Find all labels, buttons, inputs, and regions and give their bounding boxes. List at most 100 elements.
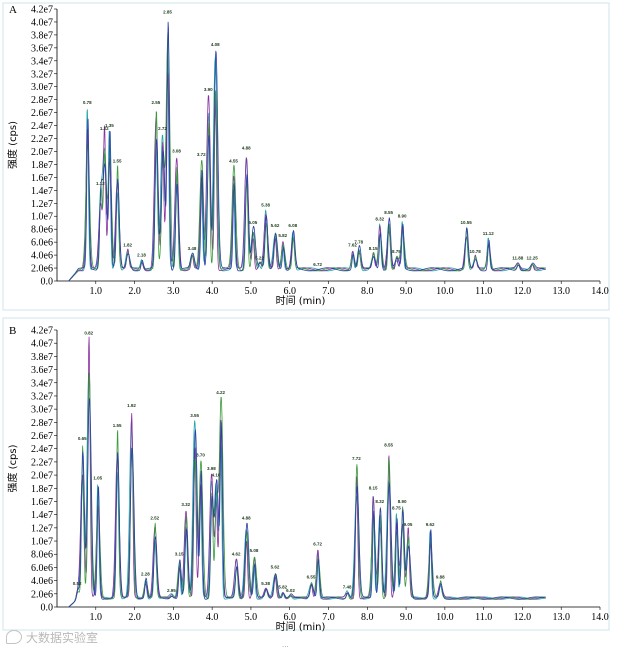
a-ytick-label: 2.4e7 <box>31 121 53 132</box>
b-ytick-label: 3.8e7 <box>31 352 53 363</box>
a-ytick-label: 2.2e7 <box>31 134 53 145</box>
a-peak-label: 1.22 <box>100 126 109 131</box>
a-ytick-label: 1.8e7 <box>31 160 53 171</box>
b-xtick-label: 9.0 <box>400 612 413 623</box>
a-peak-label: 1.12 <box>96 181 105 186</box>
panel-a-frame <box>2 2 610 311</box>
b-peak-label: 4.62 <box>232 552 241 557</box>
a-ytick-label: 3.6e7 <box>31 43 53 54</box>
b-peak-label: 3.15 <box>175 552 184 557</box>
a-peak-label: 6.72 <box>313 262 322 267</box>
a-peak-label: 5.62 <box>271 223 280 228</box>
b-xtick-label: 6.0 <box>283 612 296 623</box>
b-xtick-label: 1.0 <box>90 612 103 623</box>
a-xtick-label: 4.0 <box>206 286 219 297</box>
watermark: 大数据实验室 <box>4 628 124 646</box>
b-peak-label: 1.05 <box>93 476 102 481</box>
a-peak-label: 12.25 <box>526 256 538 261</box>
b-xtick-label: 4.0 <box>206 612 219 623</box>
b-ytick-label: 3.2e7 <box>31 391 53 402</box>
a-peak-label: 8.75 <box>392 249 401 254</box>
a-peak-label: 1.35 <box>105 123 114 128</box>
b-xtick-label: 10.0 <box>436 612 454 623</box>
b-peak-label: 5.82 <box>278 585 287 590</box>
a-ytick-label: 3.4e7 <box>31 56 53 67</box>
b-ytick-label: 2.6e7 <box>31 431 53 442</box>
b-ytick-label: 1.6e7 <box>31 497 53 508</box>
b-peak-label: 9.88 <box>436 575 445 580</box>
b-trace-2 <box>68 336 546 608</box>
a-peak-label: 2.85 <box>163 9 172 14</box>
a-ytick-label: 4.0e7 <box>31 17 53 28</box>
b-xtick-label: 12.0 <box>514 612 532 623</box>
a-peak-label: 10.78 <box>469 249 481 254</box>
a-xtick-label: 5.0 <box>245 286 258 297</box>
a-ytick-label: 6.0e6 <box>31 238 53 249</box>
a-peak-label: 6.08 <box>288 223 297 228</box>
a-peak-label: 7.62 <box>348 243 357 248</box>
a-ytick-label: 2.6e7 <box>31 108 53 119</box>
b-peak-label: 4.10 <box>212 472 221 477</box>
a-trace-1 <box>68 50 546 282</box>
a-peak-label: 2.18 <box>137 252 146 257</box>
b-peak-label: 9.05 <box>404 522 413 527</box>
b-ylabel: 强度 (cps) <box>6 444 19 492</box>
b-ytick-label: 4.0e7 <box>31 339 53 350</box>
a-peak-label: 4.55 <box>229 158 238 163</box>
a-peak-label: 11.88 <box>512 256 524 261</box>
a-peak-label: 1.55 <box>113 158 122 163</box>
b-ytick-label: 4.2e7 <box>31 326 53 337</box>
b-ytick-label: 2.0e6 <box>31 589 53 600</box>
a-peak-label: 3.48 <box>188 246 197 251</box>
a-peak-label: 5.82 <box>278 233 287 238</box>
a-xtick-label: 9.0 <box>400 286 413 297</box>
a-peak-label: 0.78 <box>83 100 92 105</box>
b-xtick-label: 3.0 <box>167 612 180 623</box>
b-peak-label: 7.72 <box>352 456 361 461</box>
b-peak-label: 3.32 <box>181 502 190 507</box>
a-trace-3 <box>68 31 546 282</box>
b-peak-label: 1.92 <box>127 403 136 408</box>
b-xtick-label: 13.0 <box>552 612 570 623</box>
b-peak-label: 1.55 <box>113 423 122 428</box>
a-ytick-label: 2.0e6 <box>31 264 53 275</box>
a-peak-label: 4.88 <box>242 145 251 150</box>
a-xtick-label: 1.0 <box>90 286 103 297</box>
b-peak-label: 2.52 <box>150 515 159 520</box>
a-peak-label: 5.38 <box>261 202 270 207</box>
b-ytick-label: 2.0e7 <box>31 471 53 482</box>
b-peak-label: 0.82 <box>84 331 93 336</box>
b-peak-label: 0.52 <box>73 581 82 586</box>
b-ytick-label: 1.4e7 <box>31 510 53 521</box>
b-ytick-label: 2.2e7 <box>31 457 53 468</box>
b-peak-label: 7.48 <box>343 585 352 590</box>
a-xtick-label: 6.0 <box>283 286 296 297</box>
a-ytick-label: 1.2e7 <box>31 199 53 210</box>
a-ytick-label: 0.0 <box>41 277 54 288</box>
a-ytick-label: 2.0e7 <box>31 147 53 158</box>
b-trace-1 <box>68 372 546 608</box>
b-xtick-label: 7.0 <box>322 612 335 623</box>
wechat-logo-icon <box>6 630 22 644</box>
panel-a-label: A <box>9 4 17 16</box>
a-ytick-label: 4.2e7 <box>31 5 53 16</box>
b-ytick-label: 3.6e7 <box>31 365 53 376</box>
a-peak-label: 10.55 <box>461 220 473 225</box>
b-peak-label: 6.02 <box>286 588 295 593</box>
a-peak-label: 5.05 <box>248 220 257 225</box>
b-ytick-label: 3.4e7 <box>31 378 53 389</box>
a-peak-label: 8.55 <box>384 210 393 215</box>
panel-b-chart: 0.0 2.0e6 4.0e6 6.0e6 8.0e6 1.0e7 1.2e7 1.4e7 1.… <box>6 326 609 634</box>
b-ytick-label: 1.2e7 <box>31 523 53 534</box>
a-peak-label: 8.32 <box>375 217 384 222</box>
b-peak-label: 9.62 <box>426 522 435 527</box>
b-trace-4 <box>68 398 546 608</box>
a-xtick-label: 8.0 <box>361 286 374 297</box>
b-peak-label: 4.22 <box>216 390 225 395</box>
bottom-mark: ... <box>282 641 289 649</box>
a-peak-label: 2.55 <box>152 100 161 105</box>
a-ytick-label: 4.0e6 <box>31 251 53 262</box>
b-ytick-label: 0.0 <box>41 603 54 614</box>
a-xtick-label: 2.0 <box>128 286 141 297</box>
